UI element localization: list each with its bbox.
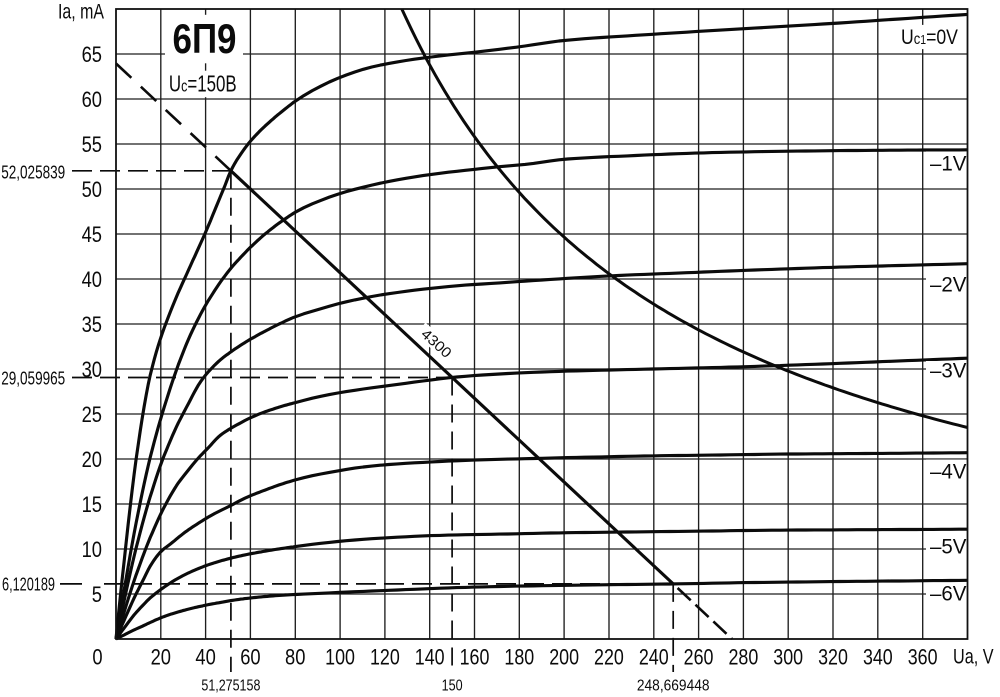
svg-text:100: 100 [325,645,355,670]
svg-text:0: 0 [92,645,102,670]
svg-text:340: 340 [863,645,893,670]
svg-text:300: 300 [773,645,803,670]
svg-text:80: 80 [285,645,305,670]
svg-text:40: 40 [195,645,215,670]
svg-text:260: 260 [684,645,714,670]
svg-text:15: 15 [82,492,102,517]
svg-text:5: 5 [92,582,102,607]
svg-text:160: 160 [460,645,490,670]
svg-text:20: 20 [82,447,102,472]
svg-text:248,669448: 248,669448 [637,678,710,695]
svg-text:Ia, mA: Ia, mA [58,1,104,24]
svg-text:55: 55 [82,132,102,157]
svg-text:180: 180 [504,645,534,670]
svg-text:40: 40 [82,267,102,292]
svg-text:–1V: –1V [930,153,967,176]
svg-text:30: 30 [82,357,102,382]
svg-text:–3V: –3V [930,360,967,383]
svg-text:25: 25 [82,402,102,427]
svg-text:360: 360 [908,645,938,670]
svg-text:Uc=150В: Uc=150В [169,72,237,97]
svg-text:–4V: –4V [930,461,967,484]
svg-text:45: 45 [82,222,102,247]
svg-text:220: 220 [594,645,624,670]
svg-text:50: 50 [82,177,102,202]
svg-text:29,059965: 29,059965 [1,368,65,388]
svg-text:20: 20 [151,645,171,670]
svg-text:240: 240 [639,645,669,670]
svg-text:10: 10 [82,537,102,562]
svg-text:60: 60 [240,645,260,670]
svg-text:Uc1=0V: Uc1=0V [901,25,958,49]
svg-text:140: 140 [415,645,445,670]
svg-text:120: 120 [370,645,400,670]
svg-text:52,025839: 52,025839 [1,162,65,182]
svg-text:–5V: –5V [930,536,967,559]
svg-text:65: 65 [82,42,102,67]
svg-text:6,120189: 6,120189 [2,574,55,594]
svg-text:51,275158: 51,275158 [201,678,260,695]
svg-text:320: 320 [818,645,848,670]
svg-text:–2V: –2V [930,274,967,297]
svg-text:280: 280 [728,645,758,670]
svg-text:200: 200 [549,645,579,670]
svg-text:Ua, V: Ua, V [953,646,994,669]
svg-text:35: 35 [82,312,102,337]
svg-text:6П9: 6П9 [173,15,237,62]
svg-text:60: 60 [82,87,102,112]
svg-text:150: 150 [442,678,463,695]
svg-text:–6V: –6V [930,583,967,606]
